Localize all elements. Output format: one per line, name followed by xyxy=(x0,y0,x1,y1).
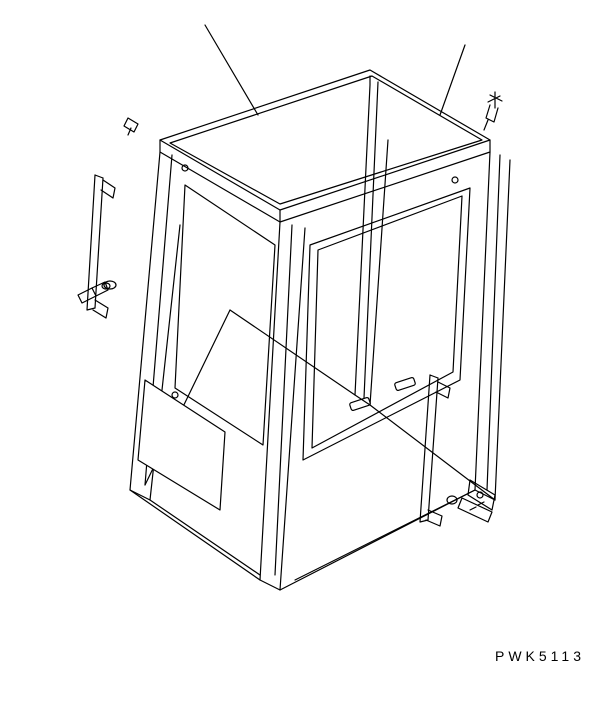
leader-line-2 xyxy=(440,45,465,115)
post-rear-right-outer xyxy=(475,152,510,500)
bottom-front xyxy=(130,490,260,580)
technical-diagram: PWK5113 xyxy=(0,0,607,715)
hole-3 xyxy=(452,177,458,183)
bolt-right-icon xyxy=(447,496,492,522)
bottom-right-top xyxy=(295,490,475,580)
post-rear-left-inner xyxy=(364,82,378,398)
bracket-1 xyxy=(394,377,415,391)
right-window-inner xyxy=(312,196,462,448)
bottom-front-top xyxy=(150,500,260,575)
reference-code-label: PWK5113 xyxy=(495,648,585,664)
front-window xyxy=(175,185,275,445)
leader-line-1 xyxy=(205,25,258,115)
mount-tab-right xyxy=(468,480,495,510)
post-front-right-outer xyxy=(260,222,305,590)
handle-right xyxy=(420,375,438,522)
right-window xyxy=(303,188,470,460)
bolt-top-left-icon xyxy=(124,118,138,135)
roof-edge-right xyxy=(160,140,490,222)
hole-2 xyxy=(172,392,178,398)
bottom-left xyxy=(230,310,355,395)
cab-frame-svg xyxy=(0,0,607,715)
bolt-top-right-icon xyxy=(484,92,502,130)
post-front-right-inner xyxy=(275,225,292,575)
